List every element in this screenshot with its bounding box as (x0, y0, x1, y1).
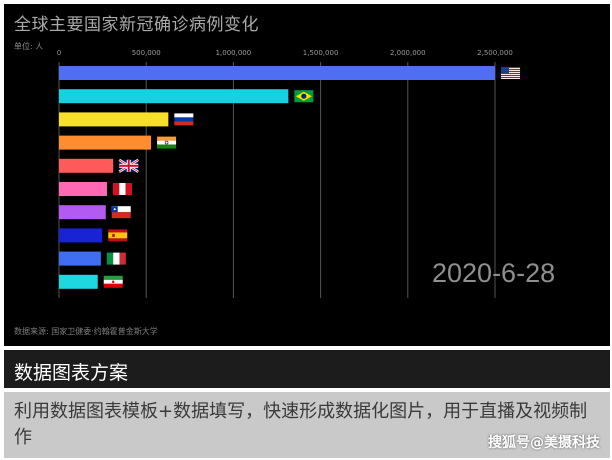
spain-flag-icon (108, 229, 128, 242)
peru-flag-icon (112, 183, 132, 195)
bar-usa (59, 66, 495, 80)
bar-iran (59, 274, 98, 289)
date-label: 2020-6-28 (432, 258, 556, 288)
x-tick-label: 2,000,000 (390, 49, 426, 57)
x-tick-label: 1,500,000 (303, 49, 339, 57)
bar-uk (59, 158, 114, 173)
banner: 数据图表方案 (4, 350, 610, 388)
us-flag-icon (501, 67, 520, 79)
chile-flag-icon (111, 206, 131, 219)
description-text: 利用数据图表模板+数据填写，快速形成数据化图片，用于直播及视频制作 (14, 401, 588, 448)
bar-peru (59, 182, 107, 196)
india-flag-icon (157, 136, 177, 149)
chart-title: 全球主要国家新冠确诊病例变化 (14, 15, 259, 35)
description-panel: 利用数据图表模板+数据填写，快速形成数据化图片，用于直播及视频制作 搜狐号@美摄… (4, 392, 610, 458)
banner-title: 数据图表方案 (14, 362, 129, 384)
watermark: 搜狐号@美摄科技 (488, 435, 600, 451)
bar-chart: 0 500,000 1,000,000 1,500,000 2,000,000 2,500… (57, 49, 520, 298)
bar-spain (59, 228, 103, 243)
bar-italy (59, 251, 101, 266)
chart-panel: 0 500,000 1,000,000 1,500,000 2,000,000 2,500… (4, 4, 610, 346)
x-tick-label: 1,000,000 (216, 49, 252, 57)
bar-russia (59, 112, 169, 127)
x-tick-label: 0 (57, 49, 61, 57)
italy-flag-icon (106, 252, 126, 265)
source-label: 数据来源: 国家卫健委·约翰霍普金斯大学 (14, 327, 158, 336)
x-tick-label: 2,500,000 (477, 49, 513, 57)
bar-brazil (59, 89, 289, 104)
bar-chile (59, 205, 106, 220)
x-tick-label: 500,000 (132, 49, 161, 57)
russia-flag-icon (174, 113, 194, 126)
bar-india (59, 135, 152, 150)
unit-label: 单位: 人 (14, 42, 44, 51)
uk-flag-icon (118, 158, 139, 173)
iran-flag-icon (103, 275, 123, 288)
brazil-flag-icon (294, 90, 314, 103)
